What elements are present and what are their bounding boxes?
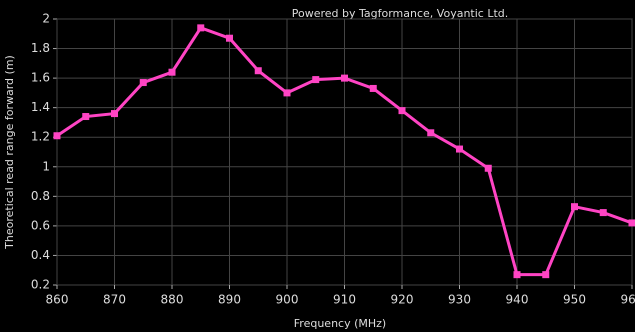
x-tick-label: 890 xyxy=(218,293,241,307)
point xyxy=(398,107,406,115)
y-tick-label: 1.4 xyxy=(31,100,50,114)
y-tick-label: 2 xyxy=(42,12,50,26)
point xyxy=(513,271,521,279)
point xyxy=(456,145,463,153)
y-tick-label: 0.2 xyxy=(31,278,50,292)
y-tick-label: 1.6 xyxy=(31,71,50,85)
y-tick-label: 0.4 xyxy=(31,248,50,262)
point xyxy=(369,84,377,92)
point xyxy=(312,76,320,84)
x-tick-label: 910 xyxy=(333,293,356,307)
point xyxy=(53,132,61,140)
y-tick-label: 0.8 xyxy=(31,189,50,203)
x-tick-label: 860 xyxy=(46,293,69,307)
y-tick-label: 1.2 xyxy=(31,130,50,144)
y-tick-label: 0.6 xyxy=(31,218,50,232)
point xyxy=(542,271,550,279)
chart-title: Powered by Tagformance, Voyantic Ltd. xyxy=(292,7,509,20)
y-tick-label: 1 xyxy=(42,159,50,173)
point xyxy=(197,24,205,32)
y-axis-label: Theoretical read range forward (m) xyxy=(3,55,16,250)
point xyxy=(168,68,176,76)
y-tick-label: 1.8 xyxy=(31,41,50,55)
point xyxy=(139,79,147,87)
x-axis-label: Frequency (MHz) xyxy=(294,317,386,330)
point xyxy=(484,164,492,172)
x-tick-label: 950 xyxy=(563,293,586,307)
point xyxy=(628,219,635,227)
point xyxy=(226,34,233,42)
point xyxy=(111,110,118,118)
point xyxy=(571,203,578,211)
x-tick-label: 940 xyxy=(506,293,529,307)
point xyxy=(599,209,607,217)
x-tick-label: 880 xyxy=(161,293,184,307)
x-tick-label: 960 xyxy=(621,293,635,307)
point xyxy=(283,89,291,97)
x-tick-label: 920 xyxy=(391,293,414,307)
point xyxy=(427,129,435,137)
x-tick-label: 870 xyxy=(103,293,126,307)
point xyxy=(254,67,262,75)
x-tick-label: 900 xyxy=(276,293,299,307)
x-tick-label: 930 xyxy=(448,293,471,307)
point xyxy=(82,113,90,121)
point xyxy=(341,74,348,82)
